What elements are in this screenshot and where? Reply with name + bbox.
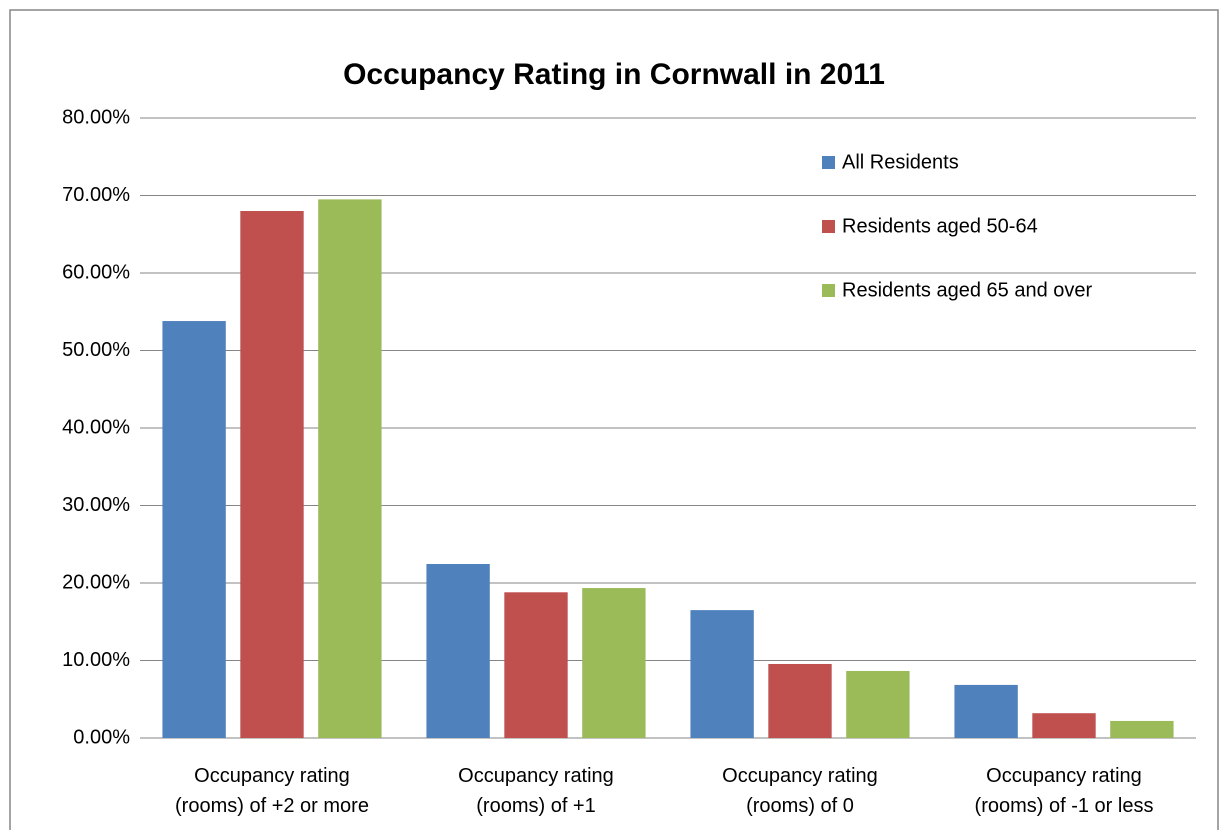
bar xyxy=(846,670,910,738)
y-tick-label: 80.00% xyxy=(62,106,130,128)
bar xyxy=(690,610,754,738)
y-tick-label: 10.00% xyxy=(62,649,130,671)
legend-label: Residents aged 65 and over xyxy=(842,279,1093,301)
y-tick-label: 60.00% xyxy=(62,261,130,283)
bar xyxy=(582,588,646,738)
bar xyxy=(426,564,490,738)
x-tick-label: Occupancy rating (rooms) of +2 or more xyxy=(175,765,369,817)
legend-label: All Residents xyxy=(842,151,959,173)
x-tick-label: Occupancy rating (rooms) of -1 or less xyxy=(974,765,1154,817)
legend-swatch xyxy=(822,220,835,233)
bar xyxy=(318,199,382,738)
legend-swatch xyxy=(822,284,835,297)
bar xyxy=(1032,713,1096,738)
bar xyxy=(1110,720,1174,738)
legend-label: Residents aged 50-64 xyxy=(842,215,1038,237)
legend-swatch xyxy=(822,156,835,169)
y-tick-label: 70.00% xyxy=(62,184,130,206)
bar xyxy=(240,211,304,738)
y-tick-label: 40.00% xyxy=(62,416,130,438)
y-tick-label: 20.00% xyxy=(62,571,130,593)
x-tick-label: Occupancy rating (rooms) of +1 xyxy=(458,765,614,817)
bar xyxy=(504,592,568,738)
chart-title: Occupancy Rating in Cornwall in 2011 xyxy=(343,58,885,91)
bar xyxy=(162,321,226,738)
x-tick-label: Occupancy rating (rooms) of 0 xyxy=(722,765,878,817)
y-tick-label: 50.00% xyxy=(62,339,130,361)
y-tick-label: 30.00% xyxy=(62,494,130,516)
bar xyxy=(768,663,832,738)
bar xyxy=(954,684,1018,738)
y-tick-label: 0.00% xyxy=(73,726,130,748)
